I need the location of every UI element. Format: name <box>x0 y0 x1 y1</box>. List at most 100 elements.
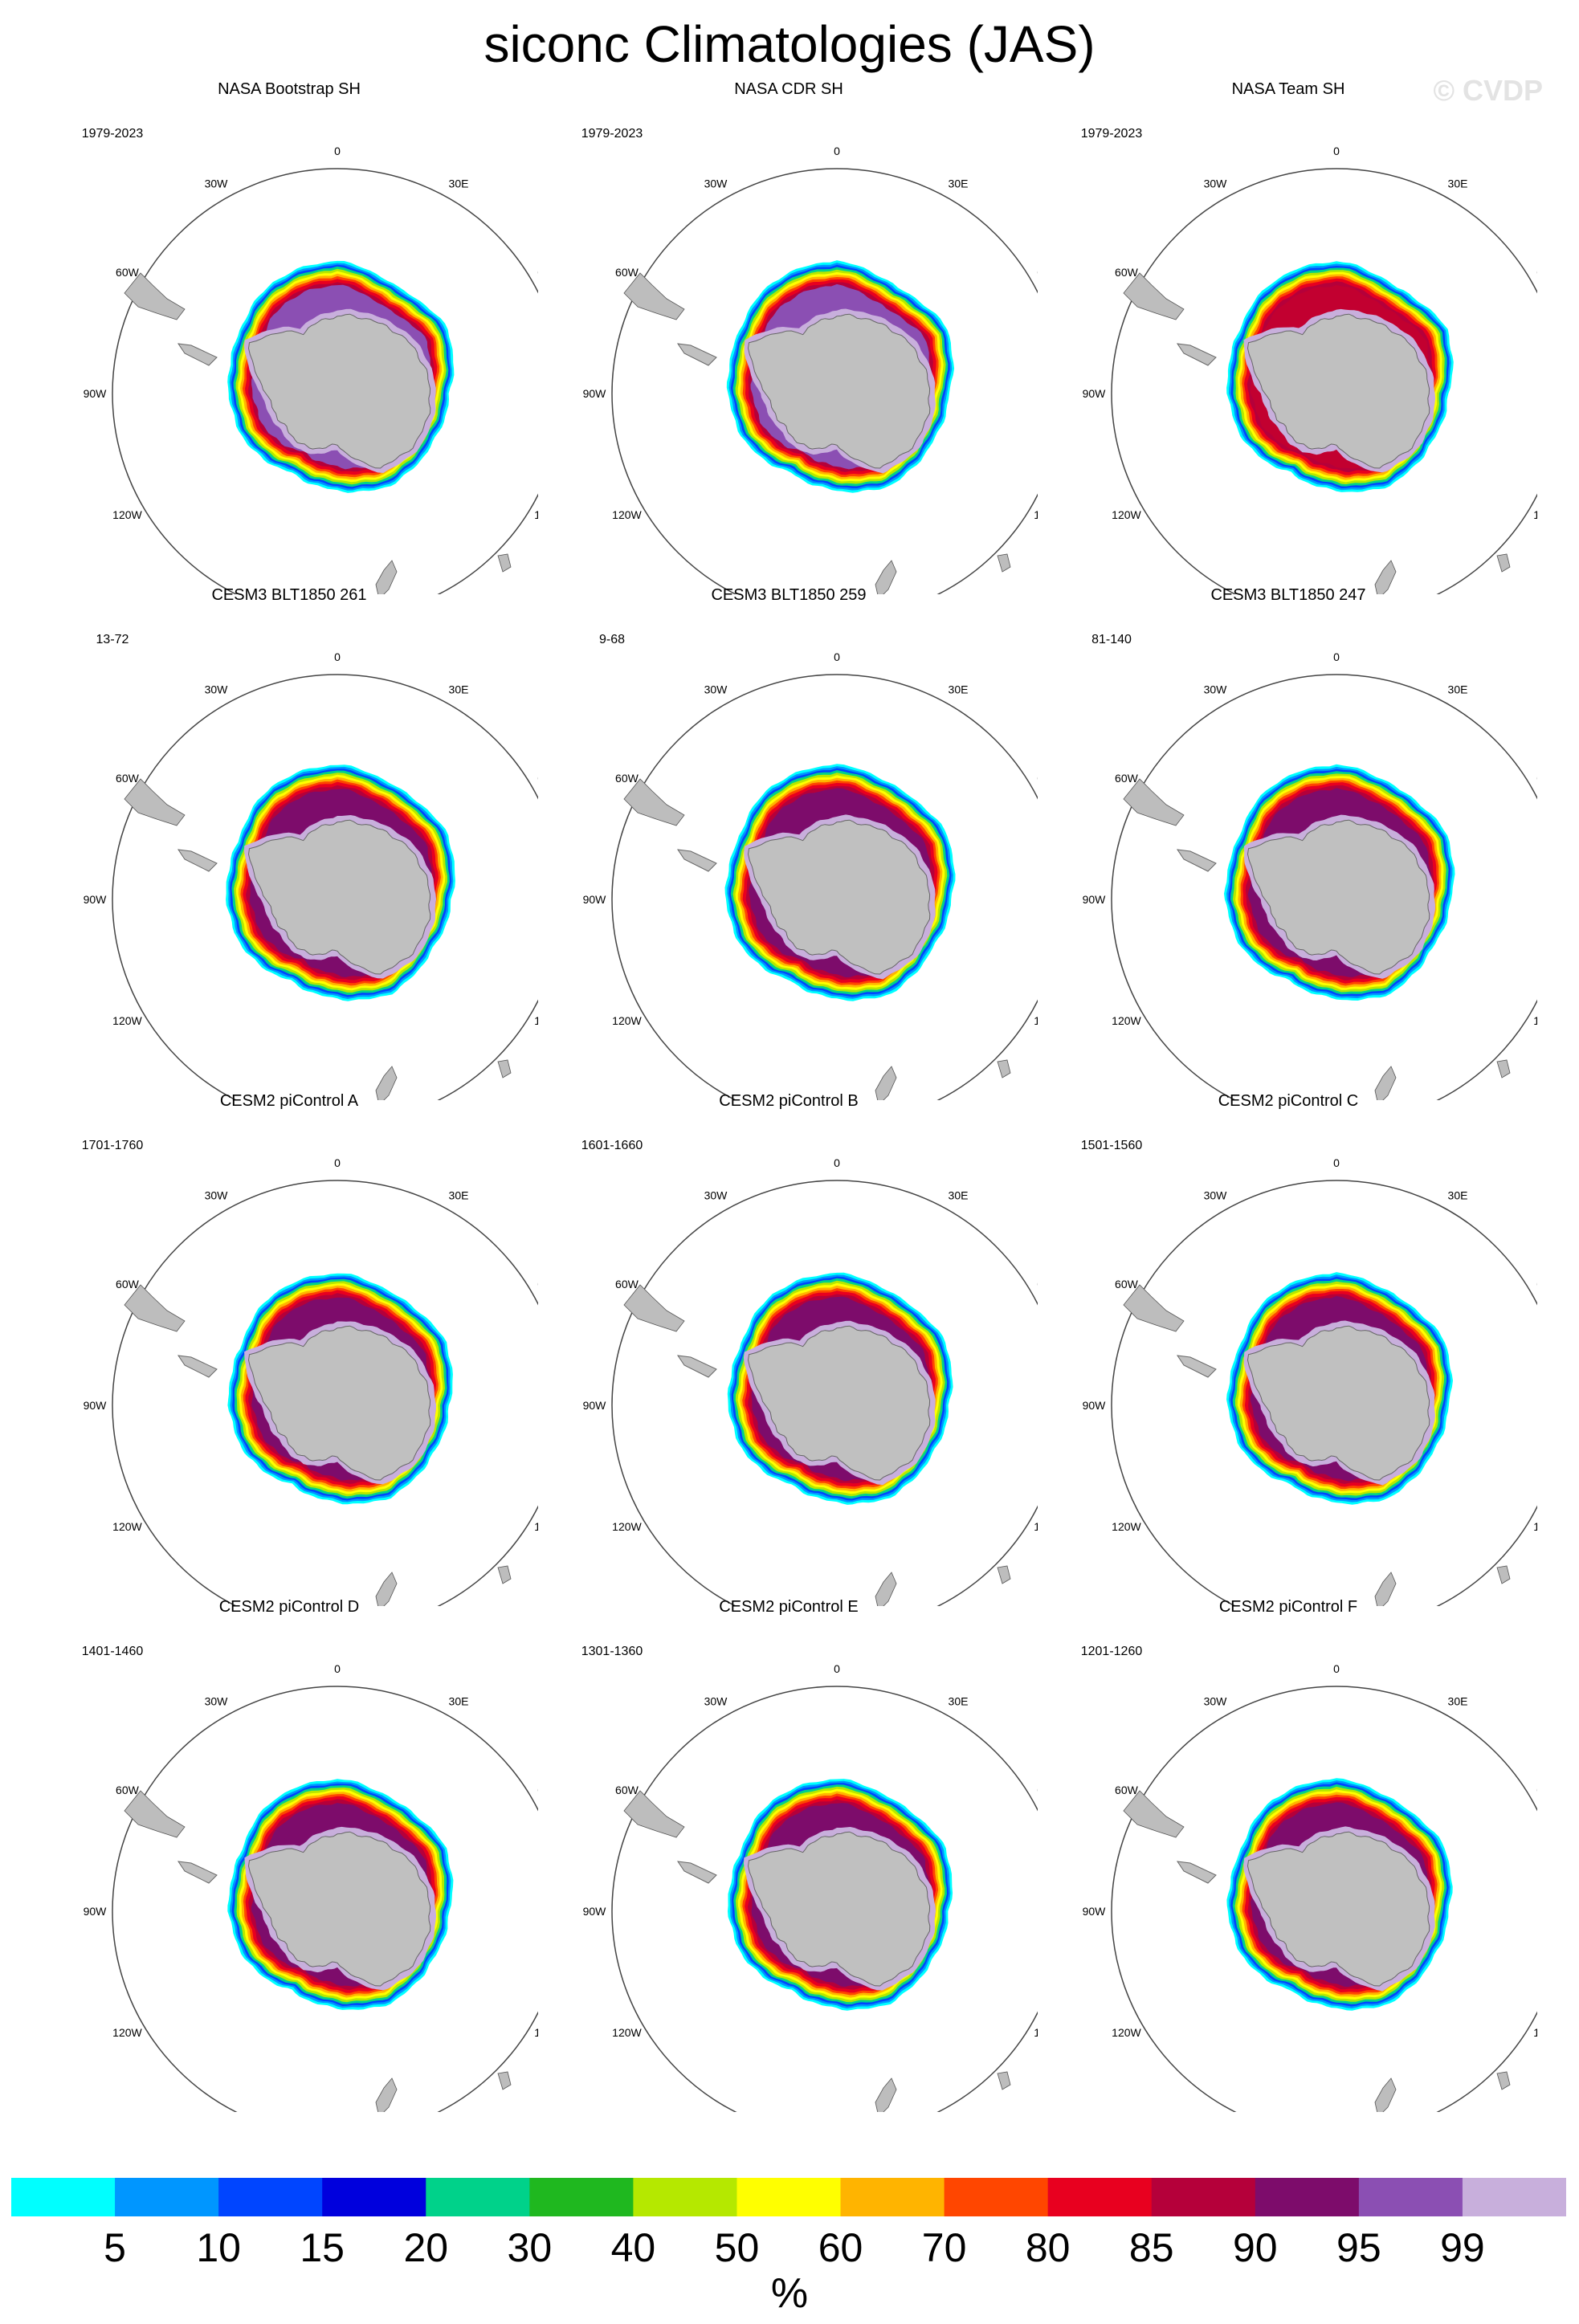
lon-label: 60E <box>1037 772 1038 785</box>
lon-label: 120W <box>612 508 642 521</box>
lon-label: 120W <box>112 508 142 521</box>
lon-label: 90W <box>583 1905 607 1918</box>
lon-label: 90W <box>84 893 108 906</box>
polar-map: 030E60E90E120E150E180150W120W90W60W30W <box>583 1156 1038 1606</box>
colorbar-tick-label: 70 <box>921 2225 967 2270</box>
lon-label: 90W <box>583 893 607 906</box>
lon-label: 60W <box>116 1278 140 1290</box>
antarctica-land <box>247 1325 431 1481</box>
lon-label: 30E <box>1448 683 1468 695</box>
lon-label: 0 <box>334 1156 341 1169</box>
lon-label: 0 <box>334 145 341 157</box>
antarctica-land <box>1246 1831 1430 1987</box>
polar-map: 030E60E90E120E150E180150W120W90W60W30W <box>1083 1662 1537 2112</box>
lon-label: 60E <box>1037 1784 1038 1796</box>
map-panel: NASA CDR SH1979-2023030E60E90E120E150E18… <box>540 80 1038 594</box>
colorbar-tick-label: 40 <box>610 2225 656 2270</box>
panel-years: 1401-1460 <box>81 1645 144 1658</box>
antarctica-land <box>1246 313 1430 469</box>
lon-label: 30E <box>949 177 969 190</box>
lon-label: 0 <box>334 1662 341 1675</box>
panel-grid: NASA Bootstrap SH1979-2023030E60E90E120E… <box>40 80 1537 2112</box>
lon-label: 90W <box>1083 387 1107 400</box>
tasmania-land <box>497 1059 512 1078</box>
colorbar-tick-label: 60 <box>818 2225 863 2270</box>
panel-years: 13-72 <box>96 633 129 646</box>
antarctic-peninsula <box>177 849 218 872</box>
panel-years: 1701-1760 <box>81 1139 144 1152</box>
panel-title: CESM2 piControl E <box>719 1598 859 1616</box>
lon-label: 120W <box>112 2026 142 2039</box>
colorbar-swatch <box>115 2178 219 2216</box>
new-zealand-land <box>375 1572 398 1606</box>
lon-label: 0 <box>834 1156 840 1169</box>
lon-label: 120W <box>1112 1014 1141 1027</box>
colorbar-swatch <box>1358 2178 1463 2216</box>
antarctic-peninsula <box>676 1355 717 1378</box>
new-zealand-land <box>875 1066 897 1100</box>
polar-map: 030E60E90E120E150E180150W120W90W60W30W <box>1083 145 1537 594</box>
lon-label: 60W <box>116 1784 140 1796</box>
colorbar-swatch <box>218 2178 323 2216</box>
lon-label: 120W <box>1112 2026 1141 2039</box>
antarctica-land <box>747 1831 931 1987</box>
tasmania-land <box>1496 1565 1511 1584</box>
antarctica-land <box>1246 1325 1430 1481</box>
antarctica-land <box>747 1325 931 1481</box>
lon-label: 60E <box>537 266 538 279</box>
map-panel: CESM2 piControl A1701-1760030E60E90E120E… <box>40 1092 538 1606</box>
colorbar-tick-label: 99 <box>1440 2225 1485 2270</box>
lon-label: 60E <box>537 1278 538 1290</box>
panel-years: 1601-1660 <box>581 1139 643 1152</box>
lon-label: 30E <box>1448 1189 1468 1201</box>
lon-label: 30W <box>704 1189 728 1201</box>
colorbar-tick-label: 90 <box>1232 2225 1278 2270</box>
lon-label: 60W <box>1115 772 1139 785</box>
polar-map: 030E60E90E120E150E180150W120W90W60W30W <box>583 1662 1038 2112</box>
colorbar-tick-label: 85 <box>1128 2225 1174 2270</box>
panel-title: CESM2 piControl B <box>719 1092 859 1110</box>
colorbar-tick-label: 50 <box>714 2225 760 2270</box>
lon-label: 120E <box>1034 1014 1038 1027</box>
new-zealand-land <box>375 560 398 594</box>
colorbar-tick-label: 15 <box>300 2225 345 2270</box>
map-panel: NASA Bootstrap SH1979-2023030E60E90E120E… <box>40 80 538 594</box>
colorbar-swatch <box>529 2178 634 2216</box>
new-zealand-land <box>875 560 897 594</box>
colorbar-swatch <box>11 2178 116 2216</box>
colorbar-tick-label: 10 <box>196 2225 241 2270</box>
polar-map: 030E60E90E120E150E180150W120W90W60W30W <box>84 145 538 594</box>
lon-label: 30E <box>449 1189 469 1201</box>
lon-label: 120W <box>612 2026 642 2039</box>
lon-label: 60E <box>537 772 538 785</box>
polar-map: 030E60E90E120E150E180150W120W90W60W30W <box>84 1662 538 2112</box>
lon-label: 120E <box>1533 508 1537 521</box>
tasmania-land <box>1496 553 1511 573</box>
map-panel: CESM2 piControl B1601-1660030E60E90E120E… <box>540 1092 1038 1606</box>
lon-label: 30E <box>949 683 969 695</box>
lon-label: 30E <box>449 683 469 695</box>
panel-years: 1301-1360 <box>581 1645 643 1658</box>
lon-label: 30W <box>205 1694 229 1707</box>
lon-label: 60E <box>1037 1278 1038 1290</box>
colorbar-tick-label: 5 <box>104 2225 126 2270</box>
polar-map: 030E60E90E120E150E180150W120W90W60W30W <box>583 650 1038 1100</box>
antarctic-peninsula <box>676 849 717 872</box>
lon-label: 30W <box>205 683 229 695</box>
new-zealand-land <box>375 1066 398 1100</box>
colorbar-swatch <box>1047 2178 1153 2216</box>
map-panel: CESM3 BLT1850 26113-72030E60E90E120E150E… <box>40 586 538 1100</box>
map-panel: CESM2 piControl D1401-1460030E60E90E120E… <box>40 1598 538 2112</box>
polar-map: 030E60E90E120E150E180150W120W90W60W30W <box>1083 1156 1537 1606</box>
panel-title: CESM2 piControl A <box>219 1092 359 1110</box>
lon-label: 60W <box>615 1278 639 1290</box>
lon-label: 120W <box>1112 1520 1141 1533</box>
colorbar-tick-label: 30 <box>507 2225 553 2270</box>
lon-label: 60W <box>1115 1784 1139 1796</box>
polar-map: 030E60E90E120E150E180150W120W90W60W30W <box>84 650 538 1100</box>
colorbar-labels: 5 10 15 20 30 40 50 60 70 80 85 90 95 99 <box>0 2224 1579 2273</box>
lon-label: 30E <box>949 1189 969 1201</box>
lon-label: 0 <box>1333 1662 1340 1675</box>
tasmania-land <box>497 553 512 573</box>
lon-label: 120W <box>112 1520 142 1533</box>
